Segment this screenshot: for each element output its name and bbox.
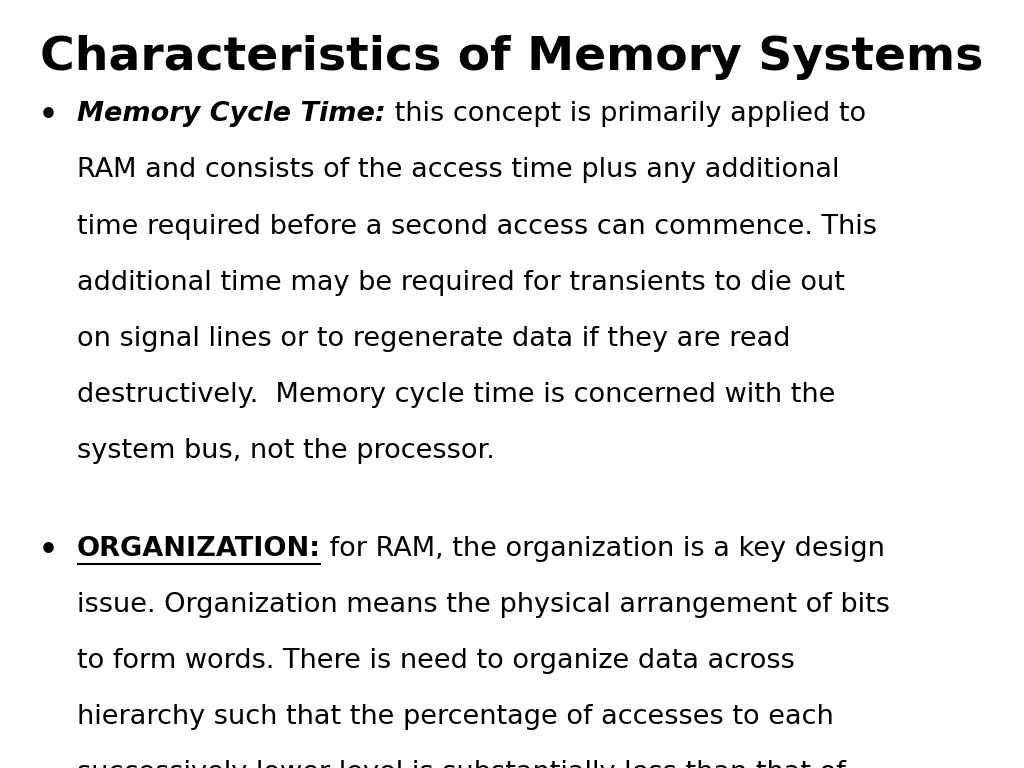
Text: •: • bbox=[39, 536, 58, 565]
Text: destructively.  Memory cycle time is concerned with the: destructively. Memory cycle time is conc… bbox=[77, 382, 836, 408]
Text: Memory Cycle Time:: Memory Cycle Time: bbox=[77, 101, 386, 127]
Text: RAM and consists of the access time plus any additional: RAM and consists of the access time plus… bbox=[77, 157, 840, 184]
Text: to form words. There is need to organize data across: to form words. There is need to organize… bbox=[77, 648, 795, 674]
Text: Characteristics of Memory Systems: Characteristics of Memory Systems bbox=[40, 35, 984, 80]
Text: this concept is primarily applied to: this concept is primarily applied to bbox=[386, 101, 865, 127]
Text: •: • bbox=[39, 101, 58, 131]
Text: issue. Organization means the physical arrangement of bits: issue. Organization means the physical a… bbox=[77, 592, 890, 618]
Text: for RAM, the organization is a key design: for RAM, the organization is a key desig… bbox=[321, 536, 885, 562]
Text: ORGANIZATION:: ORGANIZATION: bbox=[77, 536, 321, 562]
Text: on signal lines or to regenerate data if they are read: on signal lines or to regenerate data if… bbox=[77, 326, 791, 352]
Text: successively lower level is substantially less than that of: successively lower level is substantiall… bbox=[77, 760, 846, 768]
Text: hierarchy such that the percentage of accesses to each: hierarchy such that the percentage of ac… bbox=[77, 704, 834, 730]
Text: additional time may be required for transients to die out: additional time may be required for tran… bbox=[77, 270, 845, 296]
Text: system bus, not the processor.: system bus, not the processor. bbox=[77, 438, 495, 464]
Text: time required before a second access can commence. This: time required before a second access can… bbox=[77, 214, 877, 240]
